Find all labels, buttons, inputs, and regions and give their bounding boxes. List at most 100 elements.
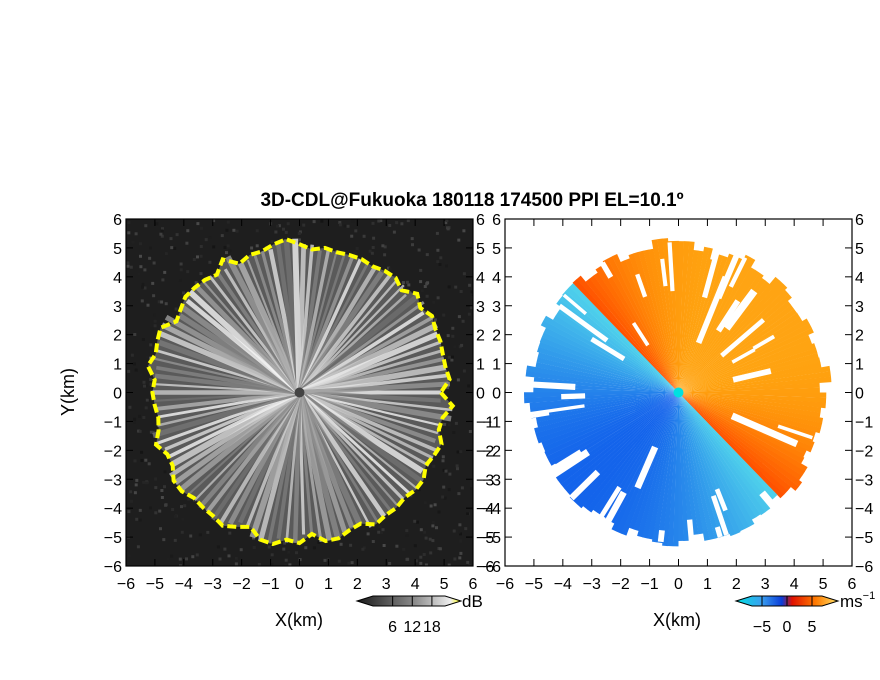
velocity-wedge — [541, 332, 679, 393]
noise-pixel — [133, 491, 137, 495]
noise-pixel — [164, 302, 168, 306]
noise-pixel — [267, 545, 271, 549]
noise-pixel — [183, 504, 187, 508]
noise-pixel — [395, 221, 399, 225]
missing-data-streak — [710, 495, 729, 536]
snr-beam — [298, 278, 399, 394]
noise-pixel — [446, 386, 449, 389]
noise-pixel — [466, 560, 470, 564]
x-tick-label: 1 — [324, 576, 333, 593]
noise-pixel — [189, 534, 193, 538]
noise-pixel — [393, 275, 397, 279]
colorbar-tick-label: 0 — [783, 619, 792, 636]
x-tick-label: 6 — [469, 576, 478, 593]
noise-pixel — [284, 230, 288, 234]
velocity-colorbar-ticks: −5 0 5 — [753, 596, 817, 636]
noise-pixel — [387, 266, 391, 270]
noise-pixel — [270, 563, 274, 566]
velocity-wedge — [678, 392, 694, 536]
noise-pixel — [160, 229, 164, 233]
noise-pixel — [350, 234, 354, 238]
velocity-wedge — [535, 392, 679, 423]
y-tick-label: −3 — [483, 472, 501, 489]
x-tick-label: −6 — [496, 576, 514, 593]
x-tick-label: −1 — [261, 576, 279, 593]
noise-pixel — [143, 286, 147, 290]
colorbar-tick-label: 18 — [423, 619, 441, 636]
noise-pixel — [163, 485, 166, 489]
x-tick-label: 2 — [353, 576, 362, 593]
x-tick-label: −4 — [554, 576, 572, 593]
noise-pixel — [128, 405, 132, 409]
snr-beam — [292, 392, 302, 544]
snr-colorbar-ticks: 6 12 18 — [388, 596, 441, 636]
missing-data-streak — [714, 488, 728, 512]
noise-pixel — [469, 306, 473, 310]
noise-pixel — [338, 221, 342, 224]
noise-pixel — [466, 512, 470, 516]
noise-pixel — [234, 562, 238, 566]
x-tick-label: 4 — [790, 576, 799, 593]
velocity-wedge — [582, 392, 679, 510]
noise-pixel — [255, 244, 259, 248]
velocity-wedge — [543, 392, 679, 452]
noise-pixel — [138, 508, 142, 512]
x-tick-label: 1 — [703, 576, 712, 593]
velocity-wedge — [678, 347, 818, 393]
velocity-wedge — [611, 392, 679, 532]
noise-pixel — [457, 492, 461, 496]
noise-pixel — [154, 511, 158, 515]
velocity-wedge — [678, 392, 720, 539]
noise-pixel — [428, 537, 432, 541]
snr-beam — [156, 390, 300, 411]
velocity-wedge — [678, 392, 788, 495]
noise-pixel — [338, 223, 342, 227]
noise-pixel — [182, 291, 185, 295]
noise-pixel — [371, 221, 375, 225]
noise-pixel — [425, 253, 429, 257]
velocity-wedge — [651, 239, 679, 393]
missing-data-streak — [728, 256, 748, 288]
velocity-wedge — [539, 337, 679, 393]
noise-pixel — [220, 234, 224, 238]
noise-pixel — [454, 421, 458, 425]
noise-pixel — [361, 547, 365, 551]
y-tick-label: 6 — [492, 212, 501, 229]
velocity-wedge — [577, 392, 679, 509]
noise-pixel — [143, 384, 146, 388]
velocity-wedge — [678, 280, 770, 393]
noise-pixel — [185, 241, 189, 245]
velocity-wedge — [535, 362, 679, 393]
noise-pixel — [346, 224, 350, 228]
noise-pixel — [304, 546, 308, 550]
noise-pixel — [142, 380, 146, 384]
noise-pixel — [133, 333, 137, 336]
noise-pixel — [134, 483, 138, 487]
velocity-wedge — [535, 392, 679, 439]
snr-panel: −6 −5 −4 −3 −2 −1 0 1 2 3 4 5 6−6 −6−5 −5−4 −4−3 −3−2 −2−… — [58, 212, 494, 636]
noise-pixel — [388, 224, 392, 227]
noise-pixel — [402, 547, 406, 551]
noise-pixel — [382, 544, 386, 547]
noise-pixel — [297, 238, 301, 242]
noise-pixel — [461, 319, 465, 323]
noise-pixel — [380, 531, 384, 534]
noise-pixel — [378, 525, 382, 529]
colorbar-tick-label: 12 — [403, 619, 421, 636]
noise-pixel — [422, 553, 426, 556]
noise-pixel — [347, 250, 351, 254]
noise-pixel — [411, 243, 414, 247]
missing-data-streak — [569, 469, 601, 501]
velocity-wedge — [678, 289, 789, 393]
velocity-wedge — [538, 341, 679, 393]
y-tick-label: −3 — [104, 472, 122, 489]
noise-pixel — [431, 524, 435, 528]
noise-pixel — [470, 486, 473, 490]
noise-pixel — [130, 499, 133, 503]
noise-pixel — [178, 557, 182, 561]
missing-data-streak — [590, 336, 626, 362]
noise-pixel — [234, 556, 238, 560]
velocity-wedge — [678, 246, 710, 393]
noise-pixel — [194, 281, 198, 285]
noise-pixel — [462, 272, 466, 276]
